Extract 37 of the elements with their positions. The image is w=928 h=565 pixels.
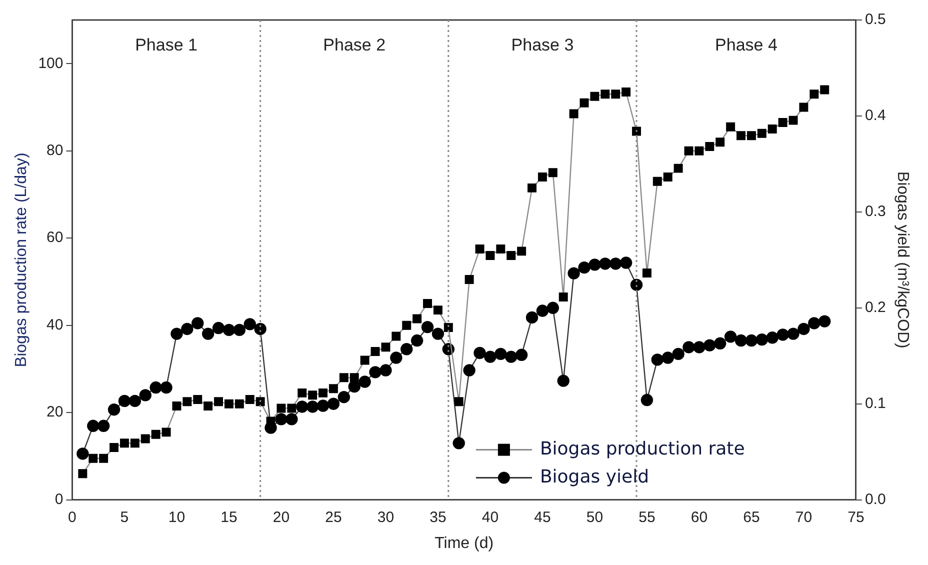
annotation: Phase 2 [323, 36, 386, 55]
x-tick-label: 45 [534, 508, 551, 526]
y2-tick-label: 0.0 [864, 490, 886, 508]
x-tick-label: 5 [120, 508, 129, 526]
legend-label: Biogas yield [540, 466, 650, 488]
y-axis-title: Biogas production rate (L/day) [13, 152, 30, 368]
x-tick-label: 70 [795, 508, 812, 526]
y-tick-label: 0 [54, 490, 64, 508]
y2-tick-label: 0.5 [864, 11, 886, 28]
x-tick-label: 55 [638, 508, 656, 526]
x-tick-label: 30 [377, 508, 394, 526]
y-tick-label: 60 [46, 229, 64, 246]
x-axis-title: Time (d) [434, 534, 494, 552]
y2-tick-label: 0.2 [864, 299, 886, 316]
y2-tick-label: 0.3 [864, 203, 886, 220]
x-tick-label: 50 [586, 508, 604, 526]
annotation: Phase 3 [511, 36, 574, 55]
y-tick-label: 20 [46, 404, 64, 421]
x-tick-label: 35 [430, 508, 446, 526]
y-tick-label: 100 [38, 54, 64, 72]
x-tick-label: 60 [690, 508, 708, 526]
x-tick-label: 10 [168, 508, 186, 526]
annotation: Phase 4 [715, 36, 778, 55]
y-tick-label: 40 [46, 316, 64, 334]
x-tick-label: 75 [848, 508, 864, 526]
x-tick-label: 25 [325, 508, 342, 526]
y2-tick-label: 0.1 [864, 394, 886, 412]
legend-label: Biogas production rate [540, 438, 745, 460]
y2-tick-label: 0.4 [864, 107, 886, 124]
x-tick-label: 65 [743, 508, 760, 526]
y2-axis-title: Biogas yield (m³/kgCOD) [894, 171, 911, 348]
annotation: Phase 1 [135, 36, 198, 55]
x-tick-label: 15 [220, 508, 238, 526]
y-tick-label: 80 [46, 142, 64, 159]
x-tick-label: 20 [272, 508, 290, 526]
x-tick-label: 0 [68, 508, 76, 526]
x-tick-label: 40 [482, 508, 499, 526]
